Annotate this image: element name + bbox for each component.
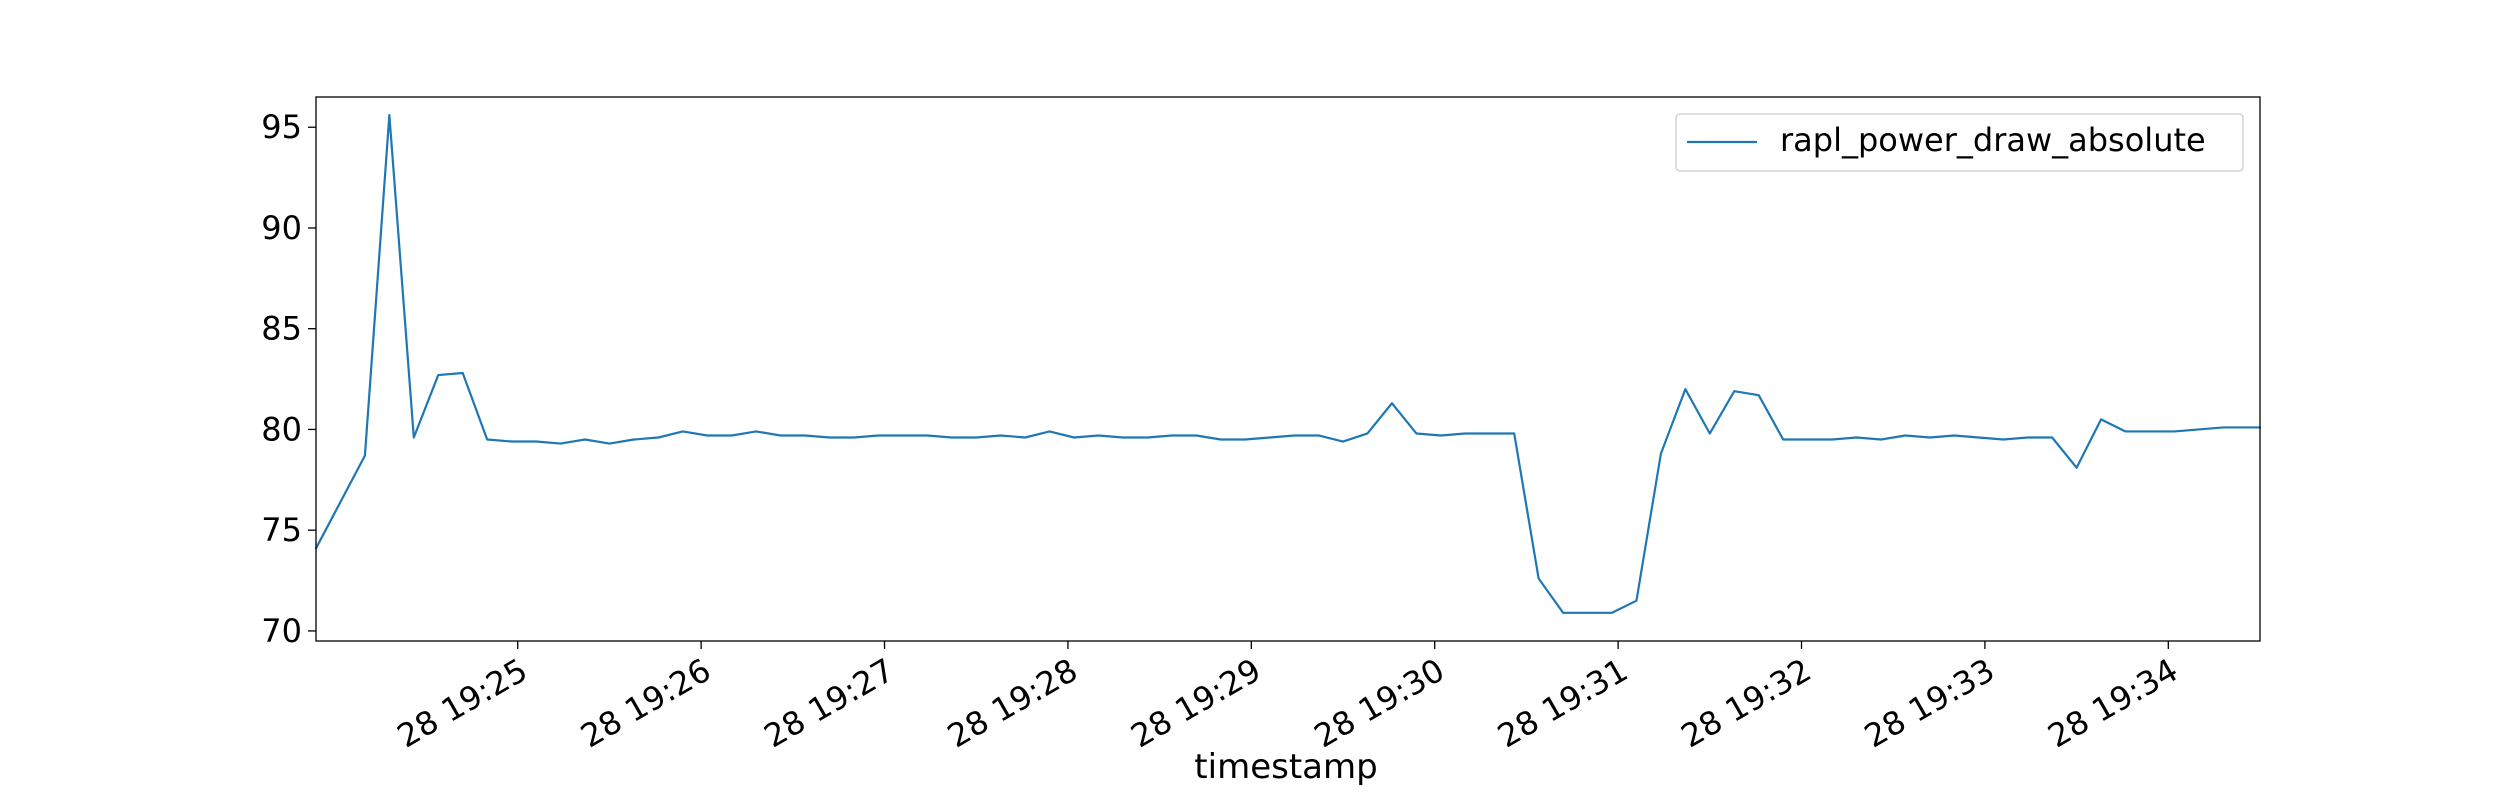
y-tick-label: 95 xyxy=(261,108,302,146)
y-tick-label: 90 xyxy=(261,209,302,247)
x-axis-label: timestamp xyxy=(1194,747,1377,787)
y-tick-label: 85 xyxy=(261,310,302,348)
legend-label: rapl_power_draw_absolute xyxy=(1780,121,2206,159)
y-axis: 70 75 80 85 90 95 xyxy=(261,108,316,650)
series-line-0 xyxy=(314,114,2262,614)
y-tick-label: 70 xyxy=(261,612,302,650)
y-tick-label: 80 xyxy=(261,410,302,448)
series-layer xyxy=(314,114,2262,614)
plot-area xyxy=(316,97,2260,641)
legend-frame xyxy=(1675,113,2244,172)
y-tick-label: 75 xyxy=(261,511,302,549)
plot-frame xyxy=(315,96,2261,642)
legend: rapl_power_draw_absolute xyxy=(1675,113,2244,172)
